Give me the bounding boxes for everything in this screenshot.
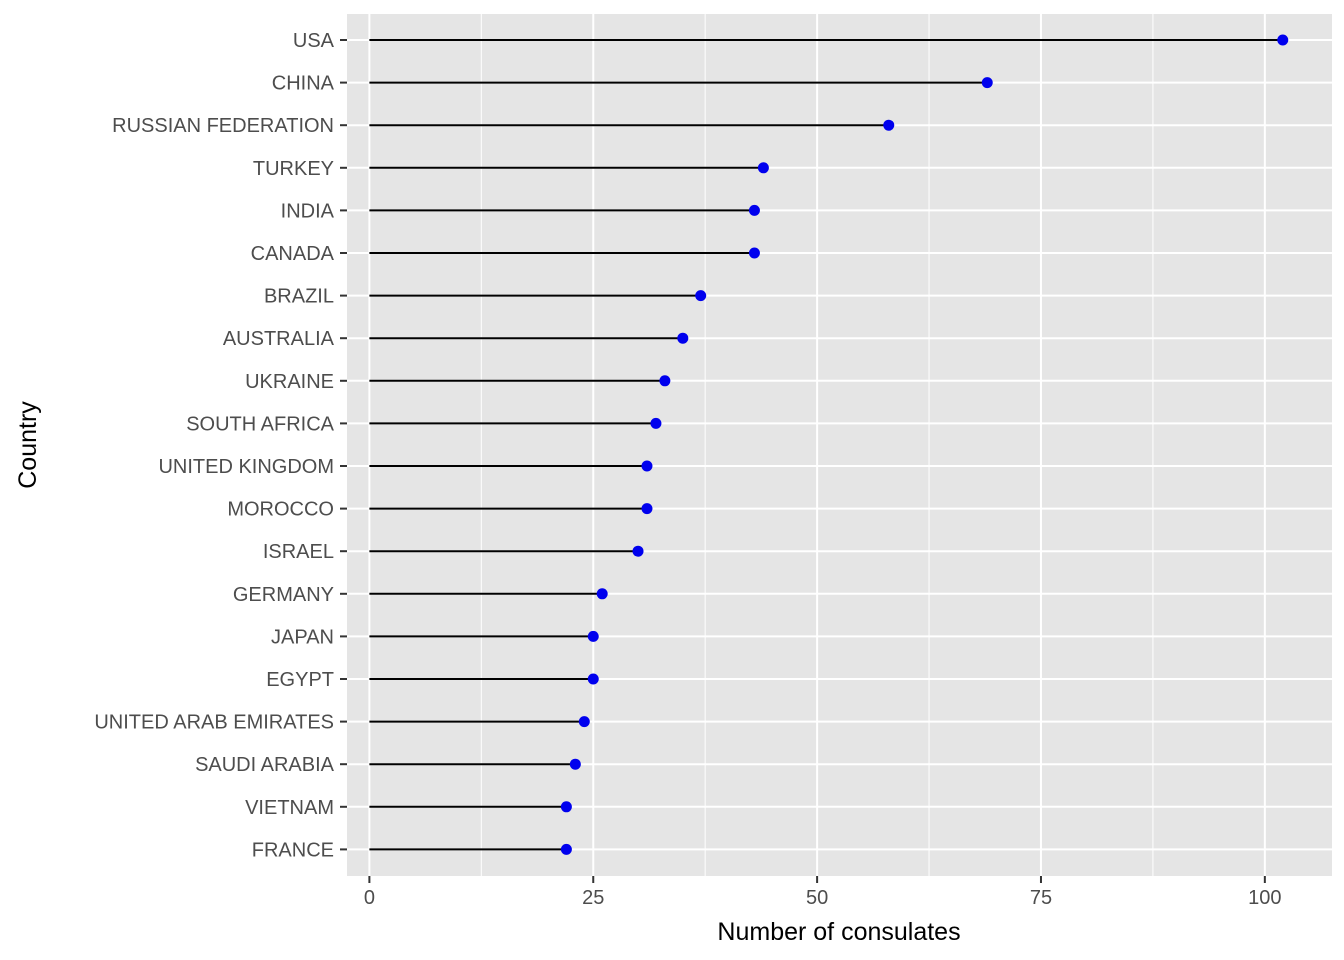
y-tick-label-0: USA <box>293 30 335 52</box>
y-tick-label-14: JAPAN <box>271 626 334 648</box>
y-tick-label-8: UKRAINE <box>245 371 334 393</box>
point-14 <box>587 630 599 642</box>
y-axis-title: Country <box>14 401 42 489</box>
point-1 <box>981 77 993 89</box>
point-0 <box>1277 34 1289 46</box>
y-tick-label-7: AUSTRALIA <box>223 328 335 350</box>
minor-gridlines <box>480 14 1154 876</box>
x-tick-label-1: 25 <box>582 887 604 909</box>
lollipop-points <box>560 34 1289 855</box>
lollipop-segments <box>369 39 1283 851</box>
y-tick-label-4: INDIA <box>281 200 335 222</box>
y-tick-label-12: ISRAEL <box>263 541 334 563</box>
point-13 <box>596 588 608 600</box>
point-19 <box>560 843 572 855</box>
plot-panel <box>347 14 1332 876</box>
x-axis: 0 25 50 75 100 <box>364 876 1282 909</box>
point-9 <box>650 417 662 429</box>
point-8 <box>659 375 671 387</box>
x-tick-label-3: 75 <box>1030 887 1052 909</box>
y-tick-label-13: GERMANY <box>233 584 334 606</box>
point-7 <box>677 332 689 344</box>
y-tick-label-2: RUSSIAN FEDERATION <box>112 115 334 137</box>
y-tick-label-15: EGYPT <box>266 669 334 691</box>
point-2 <box>883 119 895 131</box>
point-4 <box>748 204 760 216</box>
y-tick-label-11: MOROCCO <box>227 499 334 521</box>
y-tick-label-18: VIETNAM <box>245 797 334 819</box>
y-tick-label-3: TURKEY <box>253 158 334 180</box>
y-tick-label-19: FRANCE <box>252 839 334 861</box>
y-tick-label-16: UNITED ARAB EMIRATES <box>94 712 334 734</box>
point-11 <box>641 503 653 515</box>
point-17 <box>569 758 581 770</box>
point-18 <box>560 801 572 813</box>
y-tick-label-17: SAUDI ARABIA <box>195 754 335 776</box>
y-tick-label-1: CHINA <box>272 73 335 95</box>
y-tick-label-9: SOUTH AFRICA <box>186 413 334 435</box>
point-3 <box>757 162 769 174</box>
point-15 <box>587 673 599 685</box>
y-tick-label-6: BRAZIL <box>264 286 334 308</box>
y-tick-label-5: CANADA <box>251 243 335 265</box>
y-axis: USA CHINA RUSSIAN FEDERATION TURKEY INDIA CAN… <box>94 30 347 861</box>
point-16 <box>578 716 590 728</box>
x-tick-label-4: 100 <box>1248 887 1281 909</box>
point-12 <box>632 545 644 557</box>
x-tick-label-0: 0 <box>364 887 375 909</box>
point-5 <box>748 247 760 259</box>
point-10 <box>641 460 653 472</box>
x-axis-title: Number of consulates <box>717 918 960 946</box>
x-tick-label-2: 50 <box>806 887 828 909</box>
y-tick-label-10: UNITED KINGDOM <box>158 456 334 478</box>
point-6 <box>695 290 707 302</box>
